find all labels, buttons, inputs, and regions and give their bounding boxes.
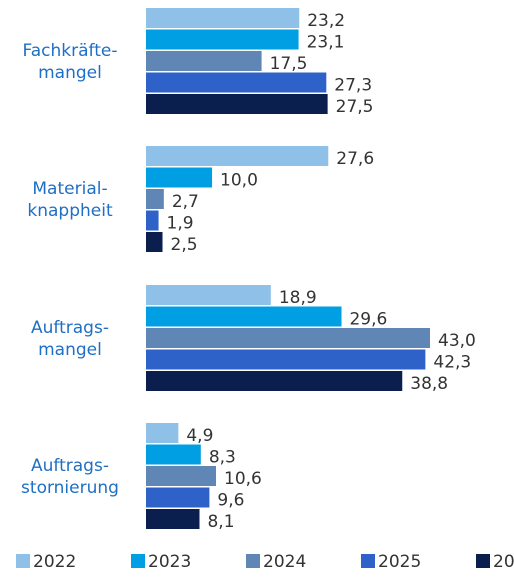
value-label: 1,9 — [167, 214, 194, 234]
bar — [146, 509, 200, 529]
value-label: 18,9 — [279, 288, 317, 308]
value-label: 38,8 — [410, 374, 448, 394]
value-label: 2,7 — [172, 192, 199, 212]
bar — [146, 210, 159, 231]
bar — [146, 328, 430, 348]
value-label: 10,6 — [224, 469, 262, 489]
legend-label: 2023 — [148, 552, 191, 572]
bar — [146, 444, 201, 465]
bar — [146, 51, 262, 71]
bar — [146, 349, 426, 370]
legend-label: 2025 — [378, 552, 421, 572]
bar — [146, 8, 300, 28]
value-label: 23,1 — [307, 33, 345, 53]
value-label: 42,3 — [433, 353, 471, 373]
value-label: 17,5 — [270, 54, 308, 74]
legend-swatch — [16, 554, 30, 568]
category-label: Auftrags- mangel — [31, 317, 109, 360]
bar — [146, 285, 271, 305]
category-label: Fachkräfte- mangel — [22, 40, 118, 83]
category-label: Material- knappheit — [27, 178, 113, 221]
legend-swatch — [246, 554, 260, 568]
legend-label: 2024 — [263, 552, 306, 572]
value-label: 4,9 — [186, 426, 213, 446]
bar — [146, 306, 342, 327]
legend-label: 2026 — [493, 552, 514, 572]
value-label: 8,3 — [209, 448, 236, 468]
bar — [146, 72, 327, 93]
bar — [146, 423, 179, 443]
bar — [146, 167, 213, 188]
bar — [146, 466, 217, 486]
value-label: 29,6 — [349, 310, 387, 330]
value-label: 10,0 — [220, 171, 258, 191]
value-label: 43,0 — [438, 331, 476, 351]
bar — [146, 29, 299, 50]
value-label: 27,6 — [336, 149, 374, 169]
legend-swatch — [476, 554, 490, 568]
value-label: 8,1 — [207, 512, 234, 532]
bar — [146, 146, 329, 166]
bar — [146, 232, 163, 252]
legend-swatch — [361, 554, 375, 568]
bar — [146, 487, 210, 508]
value-label: 9,6 — [217, 491, 244, 511]
value-label: 27,3 — [334, 76, 372, 96]
value-label: 23,2 — [307, 11, 345, 31]
value-label: 2,5 — [171, 235, 198, 255]
legend-label: 2022 — [33, 552, 76, 572]
category-label: Auftrags- stornierung — [21, 455, 119, 498]
bar — [146, 94, 328, 114]
bar — [146, 371, 403, 391]
legend-swatch — [131, 554, 145, 568]
value-label: 27,5 — [336, 97, 374, 117]
bar — [146, 189, 164, 209]
